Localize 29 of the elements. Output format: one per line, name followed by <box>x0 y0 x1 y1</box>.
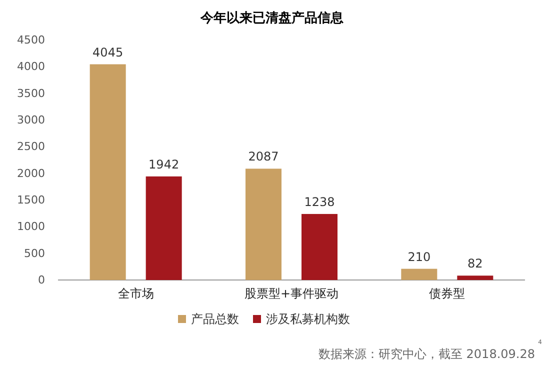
data-label: 1238 <box>304 194 335 209</box>
bar <box>90 64 126 280</box>
y-tick-label: 3500 <box>17 86 45 100</box>
chart-title: 今年以来已清盘产品信息 <box>200 10 344 26</box>
data-label: 1942 <box>148 157 180 172</box>
y-tick-label: 4500 <box>17 34 45 47</box>
data-label: 82 <box>468 256 483 271</box>
x-tick-label: 债券型 <box>429 286 466 300</box>
bar <box>146 176 182 280</box>
y-tick-label: 500 <box>24 246 45 260</box>
y-tick-label: 2500 <box>17 140 45 154</box>
y-tick-label: 4000 <box>17 60 45 74</box>
y-tick-label: 0 <box>38 274 45 287</box>
bar <box>246 168 282 280</box>
y-tick-label: 3000 <box>17 114 45 127</box>
data-label: 210 <box>408 250 431 264</box>
x-tick-label: 全市场 <box>118 286 154 300</box>
source-note: 数据来源：研究中心，截至 2018.09.28 <box>318 347 535 361</box>
bar <box>302 214 338 280</box>
legend-label: 产品总数 <box>191 312 239 326</box>
bar <box>401 268 438 280</box>
y-tick-label: 2000 <box>17 166 45 180</box>
bar <box>457 276 494 280</box>
y-tick-label: 1500 <box>17 194 45 207</box>
x-tick-label: 股票型+事件驱动 <box>244 286 339 300</box>
data-label: 4045 <box>92 45 124 60</box>
y-tick-label: 1000 <box>17 220 45 234</box>
data-label: 2087 <box>248 150 279 164</box>
legend-label: 涉及私募机构数 <box>266 312 350 326</box>
